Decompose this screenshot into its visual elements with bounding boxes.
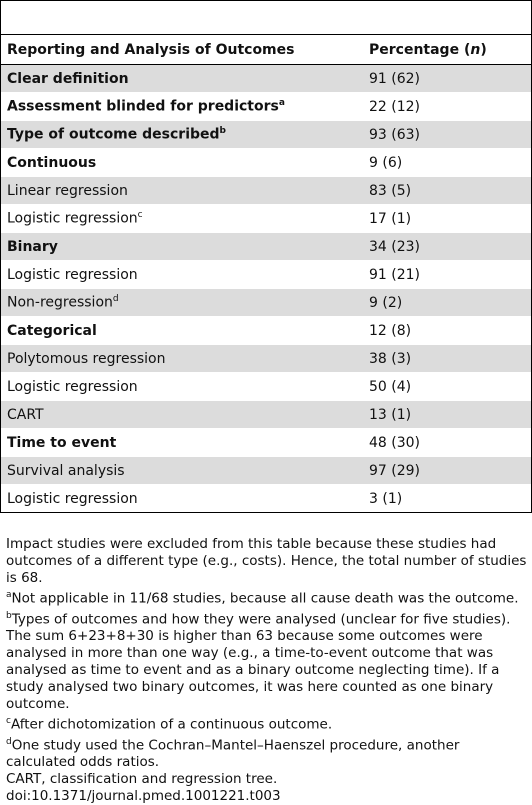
table-top: [1, 0, 531, 35]
value-cell: 34 (23): [369, 238, 421, 255]
table: Reporting and Analysis of Outcomes Perce…: [0, 0, 532, 513]
value-cell: 17 (1): [369, 210, 412, 227]
value-cell: 93 (63): [369, 126, 421, 143]
table-row: Logistic regressionc 17 (1): [1, 205, 531, 233]
footnotes: Impact studies were excluded from this t…: [6, 536, 528, 805]
value-cell: 9 (6): [369, 154, 403, 171]
table-row: Clear definition 91 (62): [1, 65, 531, 93]
header-italic: n: [470, 41, 481, 58]
value-cell: 50 (4): [369, 378, 412, 395]
label-cell: Binary: [1, 239, 369, 255]
table-row: Polytomous regression 38 (3): [1, 345, 531, 373]
value-cell: 91 (21): [369, 266, 421, 283]
value-cell: 38 (3): [369, 350, 412, 367]
label-cell: Logistic regression: [1, 379, 369, 395]
label-text: Assessment blinded for predictors: [7, 98, 279, 115]
label-cell: Time to event: [1, 435, 369, 451]
table-row: Categorical 12 (8): [1, 317, 531, 345]
label-text: Clear definition: [7, 70, 129, 87]
header-row: Reporting and Analysis of Outcomes Perce…: [1, 35, 531, 65]
footnote-text: Not applicable in 11/68 studies, because…: [11, 590, 519, 607]
footnote: aNot applicable in 11/68 studies, becaus…: [6, 587, 528, 608]
label-text: Polytomous regression: [7, 350, 166, 367]
table-row: Logistic regression 91 (21): [1, 261, 531, 289]
table-row: Type of outcome describedb 93 (63): [1, 121, 531, 149]
header-cell: Percentage (n): [369, 42, 531, 58]
value-cell: 12 (8): [369, 322, 412, 339]
label-cell: Logistic regression: [1, 491, 369, 507]
footnote-marker: a: [278, 98, 285, 109]
footnote-text: Types of outcomes and how they were anal…: [6, 611, 511, 712]
value-cell: 83 (5): [369, 182, 412, 199]
table-row: Logistic regression 50 (4): [1, 373, 531, 401]
label-cell: Non-regressiond: [1, 294, 369, 311]
label-cell: Survival analysis: [1, 463, 369, 479]
label-text: Survival analysis: [7, 462, 125, 479]
header-text: ): [480, 41, 487, 58]
table-row: Linear regression 83 (5): [1, 177, 531, 205]
table-row: Assessment blinded for predictorsa 22 (12…: [1, 93, 531, 121]
value-cell: 91 (62): [369, 70, 421, 87]
footnote: CART, classification and regression tree…: [6, 771, 528, 788]
label-text: Logistic regression: [7, 378, 138, 395]
footnote-text: doi:10.1371/journal.pmed.1001221.t003: [6, 788, 281, 804]
label-text: Type of outcome described: [7, 126, 220, 143]
table-row: Non-regressiond 9 (2): [1, 289, 531, 317]
header-cell: Reporting and Analysis of Outcomes: [7, 41, 295, 58]
label-cell: Clear definition: [1, 71, 369, 87]
label-text: Categorical: [7, 322, 97, 339]
footnote: cAfter dichotomization of a continuous o…: [6, 713, 528, 734]
footnote: doi:10.1371/journal.pmed.1001221.t003: [6, 788, 528, 805]
label-cell: Linear regression: [1, 183, 369, 199]
value-cell: 13 (1): [369, 406, 412, 423]
table-body: Clear definition 91 (62) Assessment blinde…: [1, 65, 531, 513]
footnote-marker: d: [6, 736, 12, 747]
footnote: Impact studies were excluded from this t…: [6, 536, 528, 587]
label-text: Continuous: [7, 154, 97, 171]
table-row: Binary 34 (23): [1, 233, 531, 261]
table-row: CART 13 (1): [1, 401, 531, 429]
label-text: CART: [7, 406, 44, 423]
header-text: Percentage (: [369, 41, 471, 58]
footnote-marker: d: [112, 294, 119, 305]
label-cell: Logistic regressionc: [1, 210, 369, 227]
value-cell: 22 (12): [369, 98, 421, 115]
value-cell: 97 (29): [369, 462, 421, 479]
label-text: Logistic regression: [7, 490, 138, 507]
footnote-marker: b: [219, 126, 226, 137]
table-row: Time to event 48 (30): [1, 429, 531, 457]
table-row: Logistic regression 3 (1): [1, 485, 531, 513]
label-cell: Categorical: [1, 323, 369, 339]
footnote: bTypes of outcomes and how they were ana…: [6, 608, 528, 714]
footnote-marker: b: [6, 610, 12, 621]
footnote-marker: c: [137, 210, 143, 221]
footnote: dOne study used the Cochran–Mantel–Haens…: [6, 734, 528, 772]
table-row: Survival analysis 97 (29): [1, 457, 531, 485]
label-cell: Logistic regression: [1, 267, 369, 283]
label-cell: Continuous: [1, 155, 369, 171]
footnote-text: One study used the Cochran–Mantel–Haensz…: [6, 737, 460, 770]
footnote-text: CART, classification and regression tree…: [6, 771, 278, 787]
value-cell: 9 (2): [369, 294, 403, 311]
label-cell: Polytomous regression: [1, 351, 369, 367]
label-cell: CART: [1, 407, 369, 423]
footnote-marker: c: [6, 716, 11, 726]
label-text: Non-regression: [7, 294, 113, 311]
label-text: Binary: [7, 238, 58, 255]
label-text: Logistic regression: [7, 266, 138, 283]
label-text: Logistic regression: [7, 210, 138, 227]
table-row: Continuous 9 (6): [1, 149, 531, 177]
value-cell: 3 (1): [369, 490, 403, 507]
label-cell: Type of outcome describedb: [1, 126, 369, 143]
footnote-marker: a: [6, 590, 12, 600]
value-cell: 48 (30): [369, 434, 421, 451]
label-cell: Assessment blinded for predictorsa: [1, 98, 369, 115]
label-text: Time to event: [7, 434, 117, 451]
footnote-text: Impact studies were excluded from this t…: [6, 536, 527, 586]
label-text: Linear regression: [7, 182, 128, 199]
footnote-text: After dichotomization of a continuous ou…: [10, 716, 333, 733]
